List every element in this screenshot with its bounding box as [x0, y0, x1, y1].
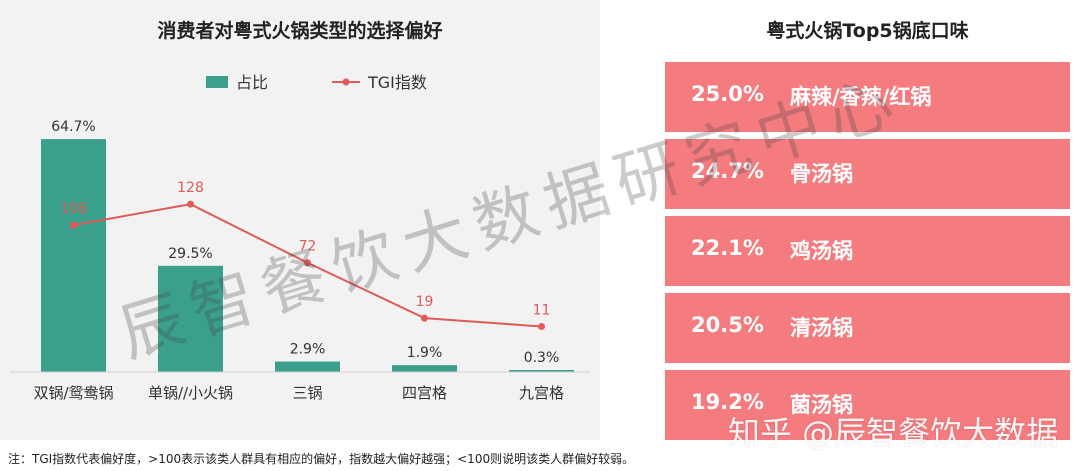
bar-value-label: 29.5% [168, 246, 212, 262]
category-label: 双锅/鸳鸯锅 [33, 384, 113, 402]
flavor-percent: 19.2% [691, 390, 764, 414]
legend-label-line: TGI指数 [367, 73, 427, 92]
bar [158, 265, 223, 372]
tgi-point [70, 221, 77, 229]
flavor-name: 清汤锅 [790, 316, 853, 340]
flavor-row: 25.0% 麻辣/香辣/红锅 [665, 62, 1070, 132]
flavor-row: 24.7% 骨汤锅 [665, 139, 1070, 209]
tgi-value-label: 108 [60, 201, 87, 217]
tgi-point [421, 314, 428, 322]
tgi-value-label: 19 [416, 294, 434, 310]
tgi-point [187, 200, 194, 208]
left-chart-panel: 消费者对粤式火锅类型的选择偏好 占比 TGI指数 64.7% 双锅/鸳鸯锅 29.5% 单… [0, 0, 600, 440]
category-label: 四宫格 [402, 384, 447, 402]
tgi-value-label: 11 [533, 303, 551, 319]
category-label: 九宫格 [519, 384, 564, 402]
category-label: 三锅 [292, 384, 322, 402]
flavor-percent: 22.1% [691, 236, 764, 260]
legend-marker-line [342, 78, 350, 86]
bar [275, 361, 340, 372]
bar-value-label: 0.3% [524, 350, 560, 366]
flavor-row: 22.1% 鸡汤锅 [665, 216, 1070, 286]
flavor-name: 鸡汤锅 [790, 239, 853, 263]
category-label: 单锅//小火锅 [148, 384, 233, 402]
flavor-name: 麻辣/香辣/红锅 [790, 85, 932, 109]
flavor-percent: 24.7% [691, 159, 764, 183]
flavor-row: 19.2% 菌汤锅 [665, 370, 1070, 440]
flavor-percent: 25.0% [691, 82, 764, 106]
bar-value-label: 2.9% [290, 342, 326, 358]
bar-value-label: 1.9% [407, 345, 443, 361]
tgi-value-label: 72 [299, 239, 317, 255]
tgi-point [304, 259, 311, 267]
combo-chart: 占比 TGI指数 64.7% 双锅/鸳鸯锅 29.5% 单锅//小火锅 2.9% 三锅 1.9%… [10, 73, 590, 402]
flavor-percent: 20.5% [691, 313, 764, 337]
bar [392, 365, 457, 372]
bar [41, 139, 106, 372]
bar-value-label: 64.7% [51, 119, 95, 135]
footnote: 注：TGI指数代表偏好度，>100表示该类人群具有相应的偏好，指数越大偏好越强；… [8, 452, 635, 466]
flavor-name: 骨汤锅 [790, 162, 853, 186]
tgi-value-label: 128 [177, 180, 204, 196]
legend-label-bar: 占比 [236, 73, 268, 92]
tgi-point [538, 323, 545, 330]
legend-swatch-bar [206, 76, 228, 88]
flavor-name: 菌汤锅 [790, 393, 853, 417]
chart-title: 消费者对粤式火锅类型的选择偏好 [157, 20, 443, 42]
bar [509, 370, 574, 372]
flavor-row: 20.5% 清汤锅 [665, 293, 1070, 363]
flavor-table-title: 粤式火锅Top5锅底口味 [766, 20, 969, 42]
